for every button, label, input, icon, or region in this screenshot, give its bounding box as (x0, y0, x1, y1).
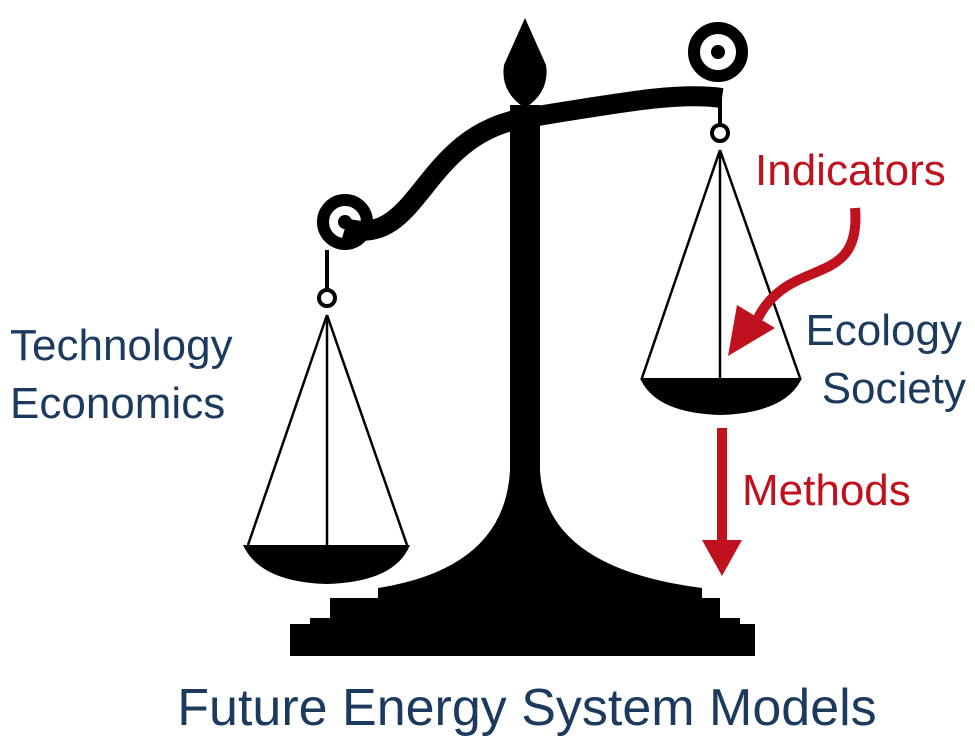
right-label: Ecology (805, 306, 962, 355)
title: Future Energy System Models (177, 679, 876, 736)
methods-arrow (717, 428, 727, 543)
right-scroll-dot (711, 45, 725, 59)
right-label: Society (822, 364, 966, 413)
diagram: Technology Economics Ecology Society Ind… (0, 0, 975, 736)
indicators-arrowhead (728, 305, 775, 356)
post (510, 105, 540, 525)
left-label: Technology (10, 321, 233, 370)
methods-arrowhead (702, 540, 742, 576)
indicators-label: Indicators (755, 146, 946, 195)
left-scroll-dot (338, 215, 352, 229)
finial (503, 18, 546, 108)
base-step-3 (290, 624, 755, 656)
left-label: Economics (10, 379, 225, 428)
methods-label: Methods (742, 466, 911, 515)
post-flare (378, 470, 702, 602)
left-pan (243, 250, 410, 584)
indicators-arrow (758, 208, 855, 318)
